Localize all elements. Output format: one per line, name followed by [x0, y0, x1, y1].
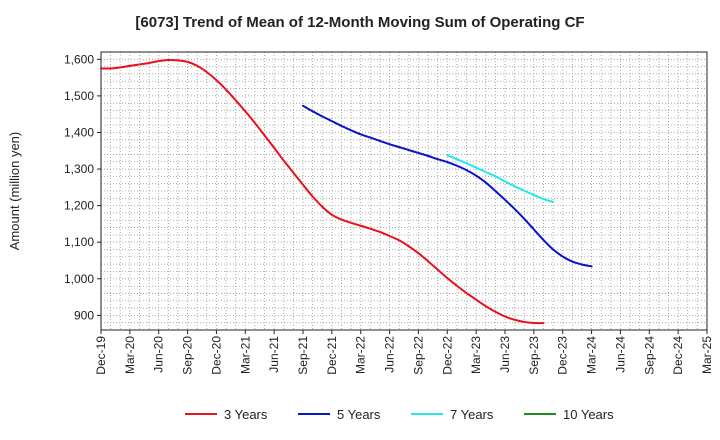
legend-label-5-years: 5 Years [337, 407, 381, 422]
chart-title: [6073] Trend of Mean of 12-Month Moving … [135, 14, 585, 31]
x-tick-label: Dec-19 [94, 336, 108, 375]
y-axis-label: Amount (million yen) [7, 132, 22, 251]
x-tick-label: Dec-21 [325, 336, 339, 375]
x-tick-label: Jun-20 [152, 336, 166, 373]
y-tick-label: 1,100 [64, 235, 94, 249]
x-tick-label: Dec-24 [671, 336, 685, 375]
x-tick-label: Sep-20 [181, 336, 195, 375]
legend-label-3-years: 3 Years [224, 407, 268, 422]
x-tick-label: Sep-23 [527, 336, 541, 375]
x-tick-label: Sep-24 [642, 336, 656, 375]
y-tick-label: 1,600 [64, 52, 94, 66]
x-tick-label: Sep-21 [296, 336, 310, 375]
y-tick-label: 1,300 [64, 162, 94, 176]
x-tick-label: Dec-20 [209, 336, 223, 375]
series-line-5-years [302, 104, 593, 268]
x-tick-label: Jun-24 [613, 336, 627, 373]
x-tick-label: Mar-20 [123, 336, 137, 374]
series-line-3-years [100, 59, 545, 325]
plot-frame [100, 51, 708, 331]
legend-label-7-years: 7 Years [450, 407, 494, 422]
x-tick-label: Mar-22 [354, 336, 368, 374]
x-tick-label: Dec-23 [556, 336, 570, 375]
y-tick-label: 1,400 [64, 125, 94, 139]
y-tick-label: 1,000 [64, 272, 94, 286]
y-tick-label: 1,200 [64, 199, 94, 213]
x-tick-label: Mar-21 [238, 336, 252, 374]
x-tick-label: Mar-25 [700, 336, 714, 374]
x-tick-label: Mar-23 [469, 336, 483, 374]
y-tick-label: 900 [74, 308, 94, 322]
x-tick-label: Mar-24 [585, 336, 599, 374]
x-tick-label: Jun-23 [498, 336, 512, 373]
x-tick-label: Sep-22 [411, 336, 425, 375]
y-tick-label: 1,500 [64, 89, 94, 103]
series-line-7-years [446, 154, 555, 203]
x-tick-label: Dec-22 [440, 336, 454, 375]
legend-label-10-years: 10 Years [563, 407, 614, 422]
x-tick-label: Jun-21 [267, 336, 281, 373]
x-tick-label: Jun-22 [383, 336, 397, 373]
